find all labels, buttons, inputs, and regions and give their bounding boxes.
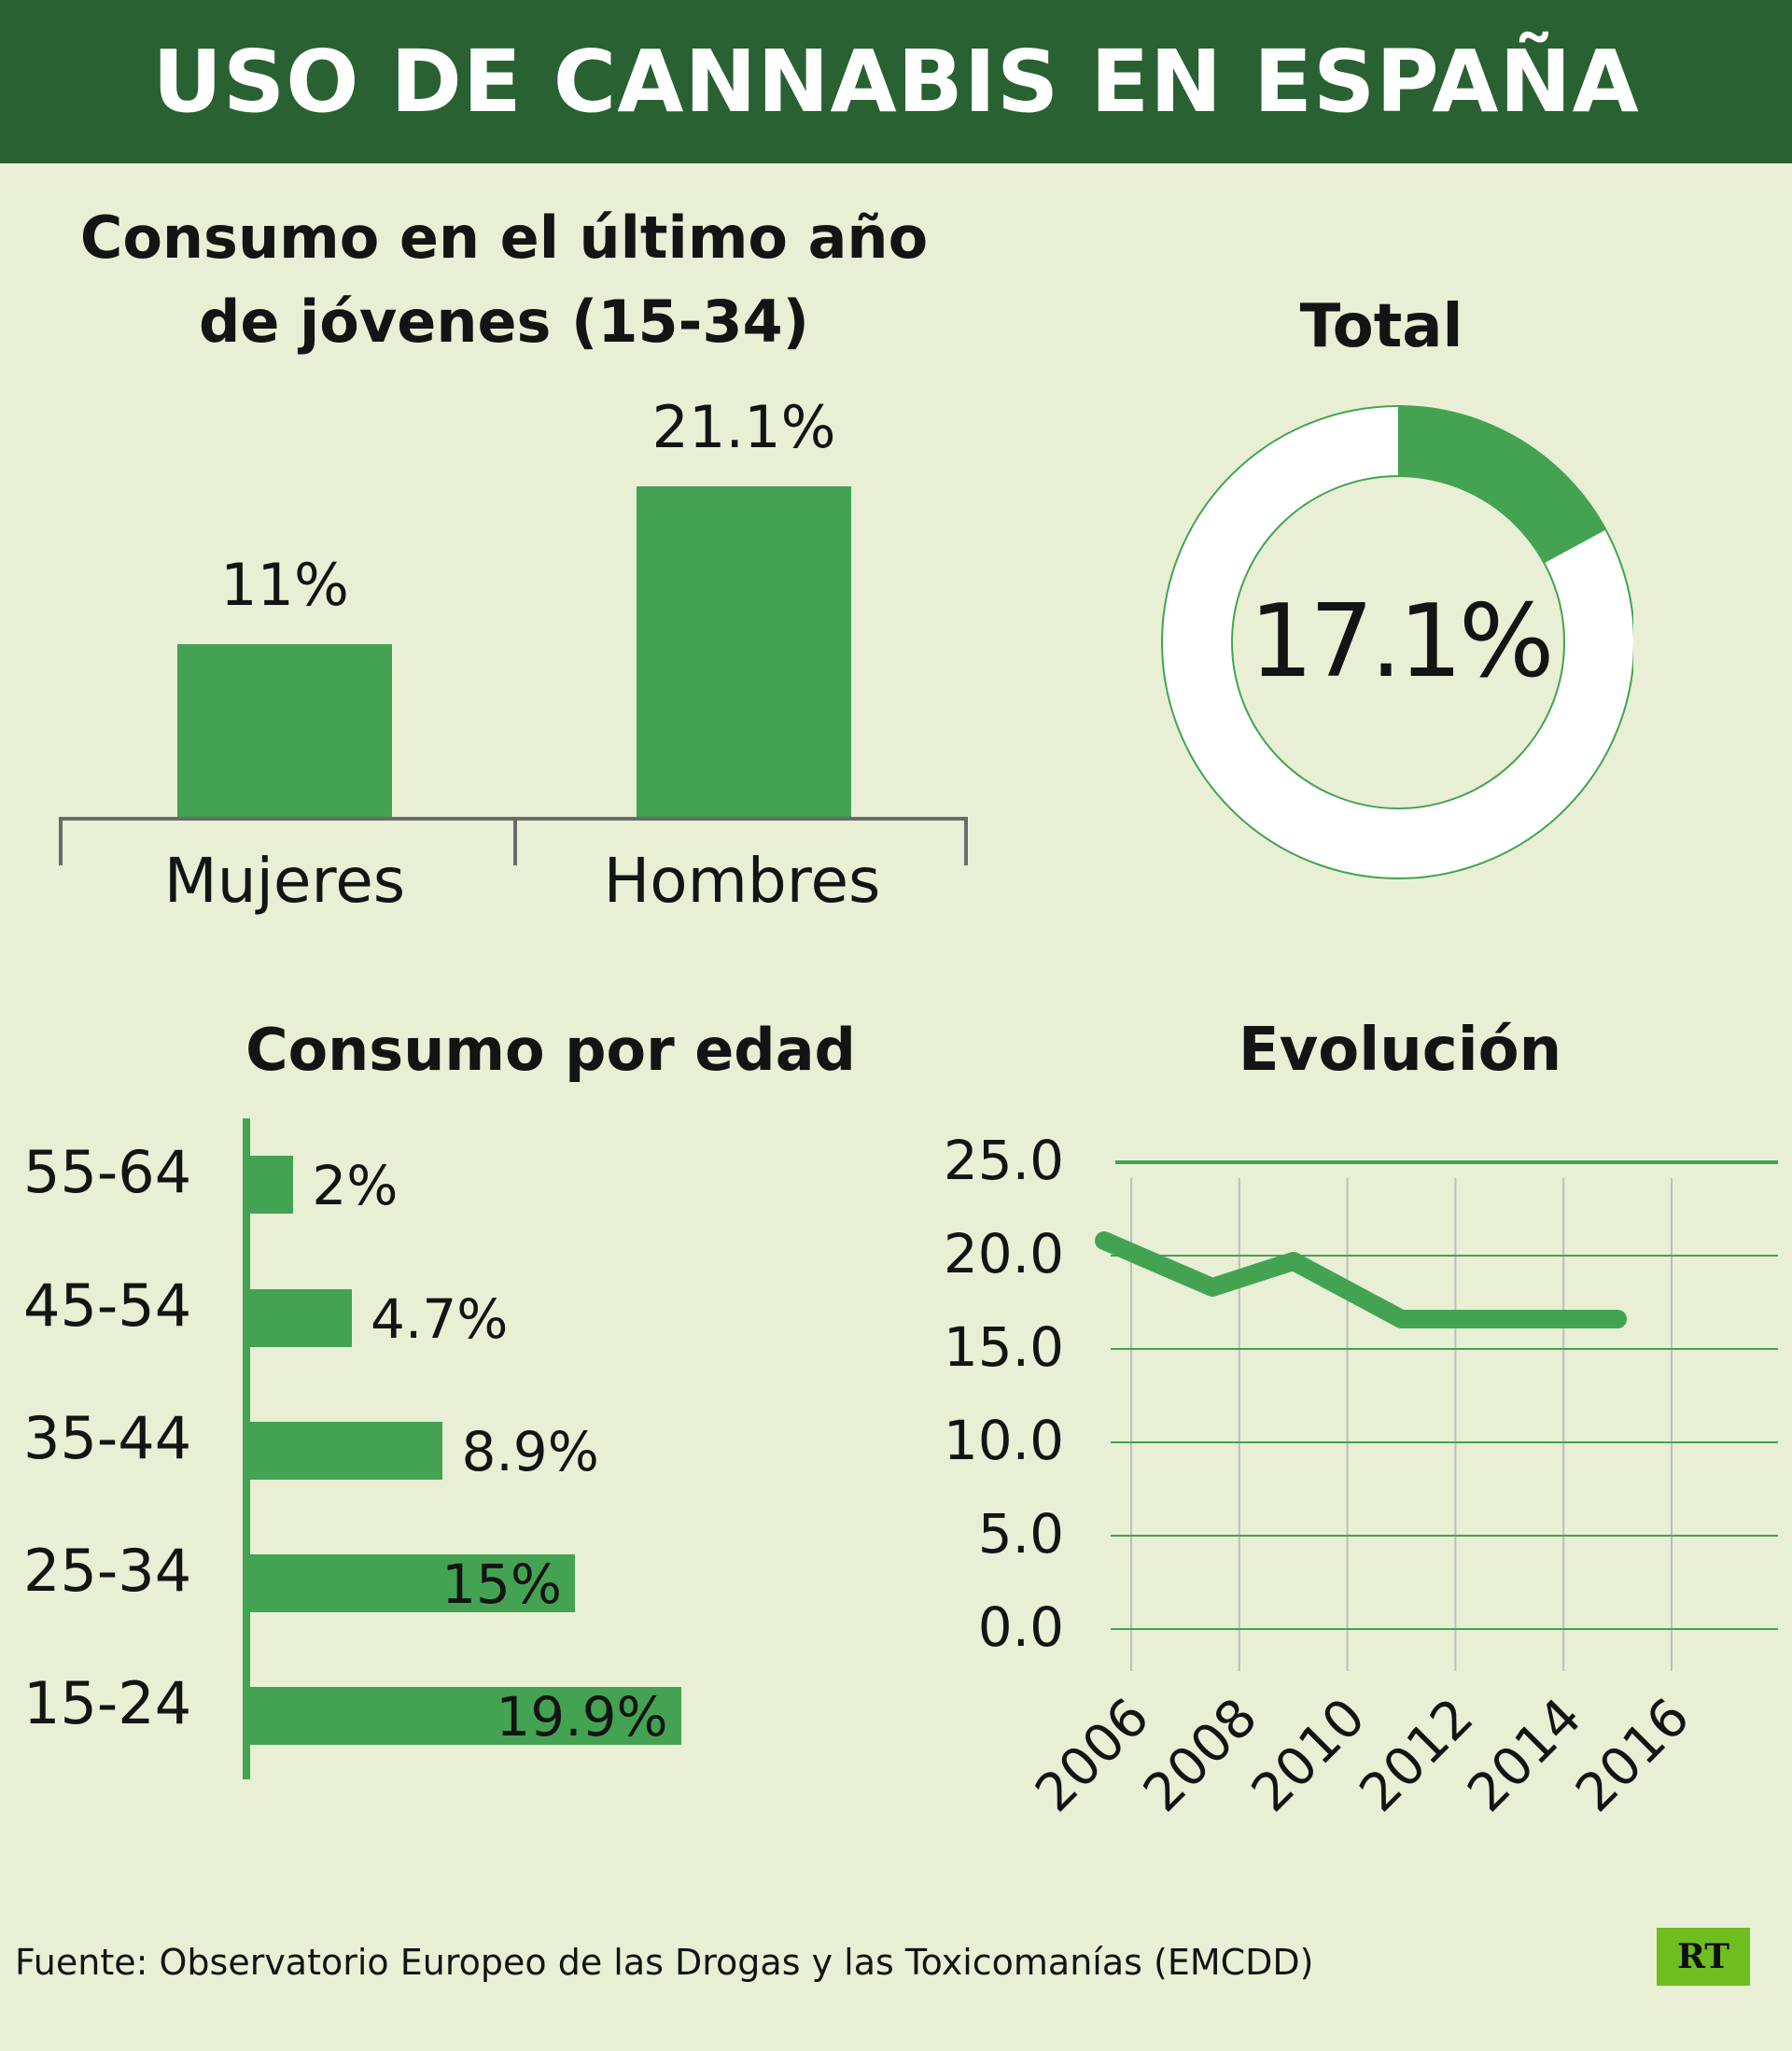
donut-value: 17.1% xyxy=(1249,583,1554,700)
category-label-mujeres: Mujeres xyxy=(163,845,406,917)
x-tick-label: 2008 xyxy=(1132,1687,1269,1824)
y-tick-label: 15.0 xyxy=(944,1315,1064,1379)
age-bar-25-34 xyxy=(250,1554,575,1612)
y-tick-label: 20.0 xyxy=(944,1222,1064,1285)
age-category-label: 45-54 xyxy=(23,1271,192,1340)
bar-hombres xyxy=(637,485,851,817)
age-bar-45-54 xyxy=(250,1289,353,1347)
age-category-label: 55-64 xyxy=(23,1138,192,1206)
bar-mujeres xyxy=(177,644,392,817)
line-chart: 0.05.010.015.020.025.0200620082010201220… xyxy=(944,1129,1778,1824)
x-tick-label: 2012 xyxy=(1349,1687,1486,1824)
x-tick-label: 2006 xyxy=(1024,1687,1161,1824)
age-bar-55-64 xyxy=(250,1156,294,1214)
y-tick-label: 25.0 xyxy=(944,1129,1064,1192)
donut-hole xyxy=(1231,475,1565,809)
age-category-label: 25-34 xyxy=(23,1537,192,1605)
donut-slice xyxy=(1398,406,1606,564)
age-bar-label: 8.9% xyxy=(461,1420,599,1483)
age-category-label: 15-24 xyxy=(23,1669,192,1737)
age-axis xyxy=(243,1118,250,1779)
rt-logo: RT xyxy=(1657,1928,1750,1986)
gender-axis xyxy=(59,817,968,865)
donut-chart xyxy=(1161,405,1633,879)
y-tick-label: 10.0 xyxy=(944,1409,1064,1472)
bar-label-mujeres: 11% xyxy=(220,551,349,620)
x-tick-label: 2014 xyxy=(1456,1687,1593,1824)
age-bar-15-24 xyxy=(250,1687,681,1745)
age-category-label: 35-44 xyxy=(23,1404,192,1472)
gender-chart-title: Consumo en el último año de jóvenes (15-… xyxy=(79,204,929,356)
age-bar-label: 4.7% xyxy=(371,1287,509,1351)
y-tick-label: 0.0 xyxy=(978,1595,1064,1659)
age-bar-label: 15% xyxy=(441,1552,562,1616)
logo-text: RT xyxy=(1676,1937,1730,1976)
series-line xyxy=(1095,1231,1628,1328)
source-note: Fuente: Observatorio Europeo de las Drog… xyxy=(15,1942,1314,1983)
x-tick-label: 2016 xyxy=(1564,1687,1701,1824)
category-label-hombres: Hombres xyxy=(603,845,881,917)
bar-label-hombres: 21.1% xyxy=(651,392,836,461)
age-bar-35-44 xyxy=(250,1422,443,1480)
age-bar-label: 2% xyxy=(312,1154,399,1217)
page-title: USO DE CANNABIS EN ESPAÑA xyxy=(152,32,1640,132)
x-tick-label: 2010 xyxy=(1240,1687,1378,1824)
age-bar-label: 19.9% xyxy=(496,1685,668,1749)
y-tick-label: 5.0 xyxy=(978,1502,1064,1566)
donut-title: Total xyxy=(1299,292,1463,361)
header-bar: USO DE CANNABIS EN ESPAÑA xyxy=(0,0,1792,163)
line-chart-title: Evolución xyxy=(1238,1016,1562,1085)
age-chart-title: Consumo por edad xyxy=(245,1016,856,1084)
